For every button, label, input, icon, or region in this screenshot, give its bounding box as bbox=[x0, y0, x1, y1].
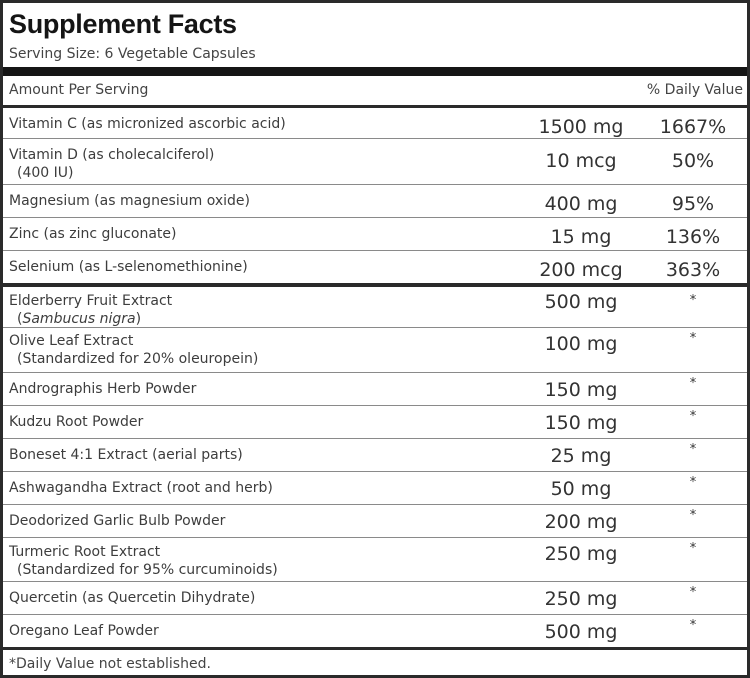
nutrient-dv: * bbox=[689, 585, 697, 600]
nutrient-name-block: Elderberry Fruit Extract (Sambucus nigra… bbox=[9, 292, 172, 328]
nutrient-row-magnesium: Magnesium (as magnesium oxide) 400 mg 95… bbox=[3, 184, 747, 217]
thick-divider bbox=[3, 67, 747, 76]
nutrient-amount: 200 mg bbox=[544, 511, 618, 533]
nutrient-amount: 1500 mg bbox=[538, 116, 624, 138]
nutrient-amount: 25 mg bbox=[550, 445, 612, 467]
nutrient-name: Zinc (as zinc gluconate) bbox=[9, 226, 177, 242]
nutrient-row-kudzu: Kudzu Root Powder 150 mg * bbox=[3, 405, 747, 438]
nutrient-name: Vitamin D (as cholecalciferol) bbox=[9, 147, 215, 163]
detail-suffix: ) bbox=[135, 311, 142, 327]
nutrient-row-ashwagandha: Ashwagandha Extract (root and herb) 50 m… bbox=[3, 471, 747, 504]
footnote: *Daily Value not established. bbox=[3, 647, 747, 675]
nutrient-amount: 500 mg bbox=[544, 291, 618, 313]
nutrient-name: Vitamin C (as micronized ascorbic acid) bbox=[9, 116, 286, 132]
daily-value-label: % Daily Value bbox=[646, 82, 743, 98]
nutrient-amount: 200 mcg bbox=[539, 259, 623, 281]
nutrient-name: Quercetin (as Quercetin Dihydrate) bbox=[9, 590, 256, 606]
amount-per-serving-label: Amount Per Serving bbox=[9, 82, 149, 98]
nutrient-dv: * bbox=[689, 409, 697, 424]
nutrient-name-detail: (Standardized for 20% oleuropein) bbox=[17, 351, 259, 367]
nutrient-row-turmeric: Turmeric Root Extract (Standardized for … bbox=[3, 537, 747, 581]
nutrient-name: Turmeric Root Extract bbox=[9, 544, 161, 560]
nutrient-amount: 250 mg bbox=[544, 588, 618, 610]
nutrient-dv: 1667% bbox=[659, 116, 727, 138]
nutrient-amount: 150 mg bbox=[544, 379, 618, 401]
nutrient-name: Andrographis Herb Powder bbox=[9, 381, 197, 397]
nutrient-rows: Vitamin C (as micronized ascorbic acid) … bbox=[3, 105, 747, 647]
panel-title: Supplement Facts bbox=[9, 9, 237, 39]
latin-name: Sambucus nigra bbox=[22, 311, 136, 327]
nutrient-amount: 400 mg bbox=[544, 193, 618, 215]
nutrient-row-andrographis: Andrographis Herb Powder 150 mg * bbox=[3, 372, 747, 405]
nutrient-amount: 250 mg bbox=[544, 543, 618, 565]
nutrient-amount: 100 mg bbox=[544, 333, 618, 355]
nutrient-name-block: Olive Leaf Extract (Standardized for 20%… bbox=[9, 332, 258, 368]
nutrient-row-quercetin: Quercetin (as Quercetin Dihydrate) 250 m… bbox=[3, 581, 747, 614]
nutrient-dv: * bbox=[689, 293, 697, 308]
nutrient-row-selenium: Selenium (as L-selenomethionine) 200 mcg… bbox=[3, 250, 747, 283]
nutrient-dv: * bbox=[689, 541, 697, 556]
nutrient-dv: * bbox=[689, 508, 697, 523]
nutrient-name-block: Vitamin D (as cholecalciferol) (400 IU) bbox=[9, 146, 214, 182]
nutrient-row-zinc: Zinc (as zinc gluconate) 15 mg 136% bbox=[3, 217, 747, 250]
nutrient-name-detail: (Sambucus nigra) bbox=[9, 310, 172, 328]
column-header-row: Amount Per Serving % Daily Value bbox=[3, 76, 747, 104]
nutrient-name: Deodorized Garlic Bulb Powder bbox=[9, 513, 226, 529]
nutrient-amount: 10 mcg bbox=[545, 150, 617, 172]
nutrient-dv: * bbox=[689, 442, 697, 457]
detail-prefix: ( bbox=[17, 311, 23, 327]
nutrient-row-vitamin-d: Vitamin D (as cholecalciferol) (400 IU) … bbox=[3, 138, 747, 184]
nutrient-name: Elderberry Fruit Extract bbox=[9, 293, 173, 309]
nutrient-dv: * bbox=[689, 618, 697, 633]
footnote-text: *Daily Value not established. bbox=[9, 656, 211, 672]
nutrient-name: Boneset 4:1 Extract (aerial parts) bbox=[9, 447, 243, 463]
nutrient-name: Magnesium (as magnesium oxide) bbox=[9, 193, 250, 209]
nutrient-row-garlic: Deodorized Garlic Bulb Powder 200 mg * bbox=[3, 504, 747, 537]
nutrient-row-elderberry: Elderberry Fruit Extract (Sambucus nigra… bbox=[3, 283, 747, 327]
nutrient-name-detail: (400 IU) bbox=[17, 165, 74, 181]
nutrient-name: Ashwagandha Extract (root and herb) bbox=[9, 480, 273, 496]
nutrient-dv: * bbox=[689, 331, 697, 346]
serving-size: Serving Size: 6 Vegetable Capsules bbox=[9, 46, 256, 62]
nutrient-amount: 15 mg bbox=[550, 226, 612, 248]
nutrient-amount: 50 mg bbox=[550, 478, 612, 500]
nutrient-name: Olive Leaf Extract bbox=[9, 333, 134, 349]
nutrient-dv: 363% bbox=[665, 259, 721, 281]
nutrient-row-olive-leaf: Olive Leaf Extract (Standardized for 20%… bbox=[3, 327, 747, 372]
nutrient-dv: * bbox=[689, 376, 697, 391]
nutrient-dv: 50% bbox=[671, 150, 715, 172]
nutrient-dv: * bbox=[689, 475, 697, 490]
nutrient-name: Kudzu Root Powder bbox=[9, 414, 144, 430]
nutrient-row-vitamin-c: Vitamin C (as micronized ascorbic acid) … bbox=[3, 105, 747, 138]
nutrient-name-detail: (Standardized for 95% curcuminoids) bbox=[17, 562, 278, 578]
nutrient-amount: 150 mg bbox=[544, 412, 618, 434]
nutrient-name: Selenium (as L-selenomethionine) bbox=[9, 259, 248, 275]
nutrient-dv: 95% bbox=[671, 193, 715, 215]
nutrient-name-block: Turmeric Root Extract (Standardized for … bbox=[9, 543, 278, 579]
nutrient-name: Oregano Leaf Powder bbox=[9, 623, 159, 639]
nutrient-row-boneset: Boneset 4:1 Extract (aerial parts) 25 mg… bbox=[3, 438, 747, 471]
nutrient-amount: 500 mg bbox=[544, 621, 618, 643]
nutrient-row-oregano: Oregano Leaf Powder 500 mg * bbox=[3, 614, 747, 647]
nutrient-dv: 136% bbox=[665, 226, 721, 248]
